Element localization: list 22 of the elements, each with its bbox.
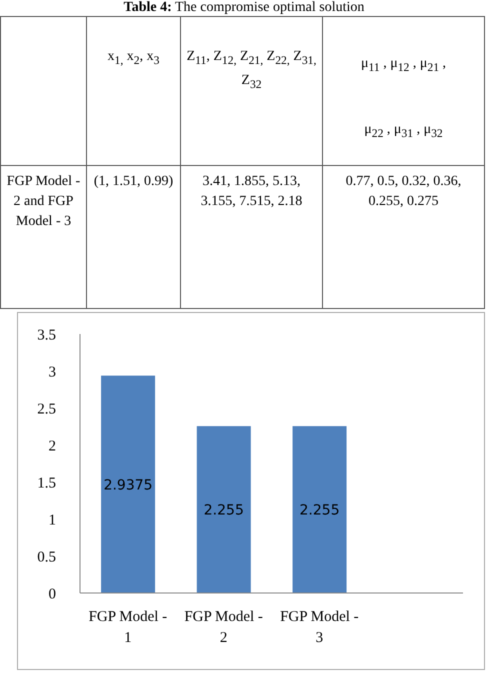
data-label: 2.9375 bbox=[104, 477, 153, 494]
text: 3.41, 1.855, 5.13, 3.155, 7.515, 2.18 bbox=[180, 165, 322, 308]
data-label: 2.255 bbox=[300, 502, 340, 519]
text: μ$_{11}$ , μ$_{12}$ , μ$_{21}$ , μ$_{22}$ , μ$_{31}$ , μ$_{32}$ bbox=[360, 56, 446, 140]
text: 0.77, 0.5, 0.32, 0.36, 0.255, 0.275 bbox=[322, 165, 484, 308]
y-tick-label: 1.5 bbox=[37, 475, 56, 492]
data-label: 2.255 bbox=[204, 502, 244, 519]
text: x$_{1,}$ x$_{2}$, x$_{3}$ bbox=[86, 16, 180, 166]
y-tick-label: 0 bbox=[48, 586, 56, 602]
y-tick-label: 3 bbox=[48, 364, 56, 380]
text: FGP Model - 2 and FGP Model - 3 bbox=[0, 165, 86, 308]
y-tick-label: 1 bbox=[48, 512, 56, 528]
text: (1, 1.51, 0.99) bbox=[86, 165, 180, 308]
x-tick-label: FGP Model - 2 bbox=[184, 609, 263, 646]
y-tick-label: 2.5 bbox=[37, 401, 56, 418]
x-tick-label: FGP Model - 3 bbox=[280, 609, 359, 646]
x-tick-label: FGP Model - 1 bbox=[88, 609, 168, 646]
text: Table 4: The compromise optimal solution bbox=[124, 0, 364, 15]
text: Z$_{11}$, Z$_{12,}$ Z$_{21,}$ Z$_{22,}$ Z$_{31,}$ Z$_{32}$ bbox=[186, 49, 316, 91]
y-tick-label: 0.5 bbox=[37, 549, 56, 566]
y-tick-label: 3.5 bbox=[37, 327, 56, 344]
y-tick-label: 2 bbox=[48, 438, 56, 454]
